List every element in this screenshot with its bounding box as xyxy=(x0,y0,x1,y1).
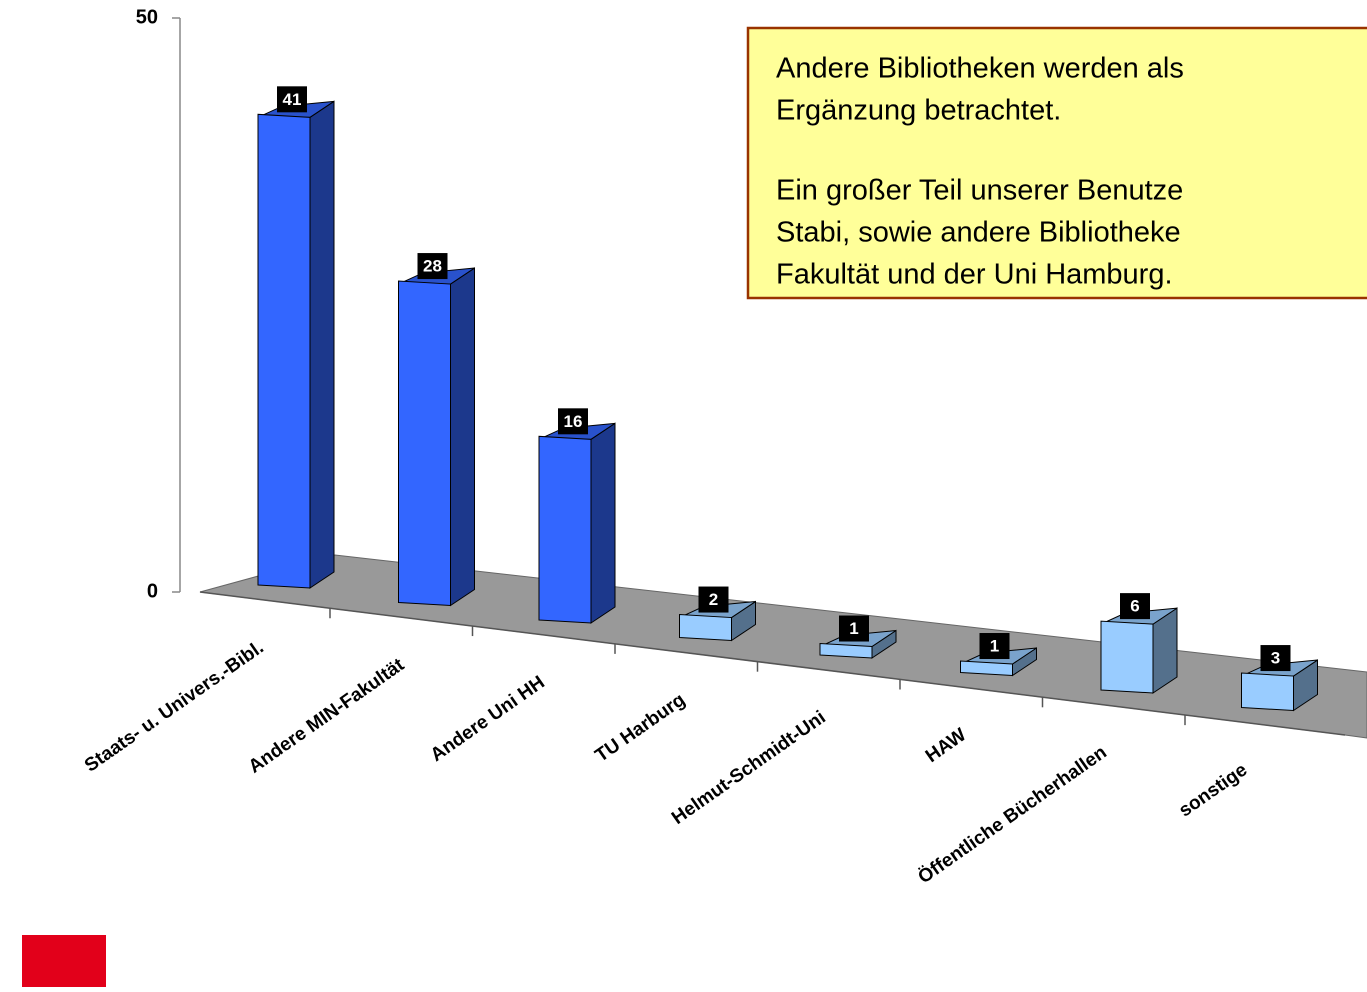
x-tick-label: TU Harburg xyxy=(592,690,690,767)
annotation-line: Ein großer Teil unserer Benutze xyxy=(776,175,1183,207)
bar-front xyxy=(960,660,1013,677)
value-label: 3 xyxy=(1271,649,1280,668)
value-label: 1 xyxy=(990,637,999,656)
value-label-bg xyxy=(558,408,588,435)
x-tick-label: Staats- u. Univers.-Bibl. xyxy=(81,637,268,777)
x-tick-label: Helmut-Schmidt-Uni xyxy=(668,707,830,829)
bar xyxy=(1241,659,1318,712)
value-label-bg xyxy=(979,633,1010,660)
value-label-bg xyxy=(1260,645,1291,672)
bar-front xyxy=(257,113,311,589)
bar-side xyxy=(309,100,335,589)
bar-side xyxy=(590,422,616,624)
value-label: 41 xyxy=(283,90,302,109)
annotation-line: Ergänzung betrachtet. xyxy=(776,95,1061,127)
value-label: 6 xyxy=(1130,597,1139,616)
value-label: 2 xyxy=(709,590,718,609)
bar xyxy=(257,100,335,589)
bar xyxy=(398,267,475,607)
y-tick-label: 0 xyxy=(147,580,158,602)
bar-front xyxy=(538,435,592,624)
value-label-bg xyxy=(417,253,448,280)
bar xyxy=(960,647,1037,677)
annotation-line: Fakultät und der Uni Hamburg. xyxy=(776,259,1173,291)
bar xyxy=(538,422,616,624)
value-label-bg xyxy=(1120,593,1150,620)
bar-front xyxy=(398,280,451,607)
value-label: 16 xyxy=(564,412,583,431)
x-tick-label: Öffentliche Bücherhallen xyxy=(914,742,1110,888)
annotation: Andere Bibliotheken werden als Ergänzung … xyxy=(746,26,1367,300)
value-label-bg xyxy=(698,586,729,613)
value-label-bg xyxy=(839,615,869,642)
bar-front xyxy=(819,642,873,659)
bar-front xyxy=(679,614,732,642)
bar xyxy=(679,600,756,642)
logo xyxy=(22,935,106,987)
bar xyxy=(1100,607,1178,694)
floor xyxy=(199,554,1367,739)
value-label: 1 xyxy=(849,619,858,638)
x-tick-label: Andere MIN-Fakultät xyxy=(245,654,409,778)
x-tick-label: sonstige xyxy=(1175,760,1251,822)
y-tick-label: 50 xyxy=(136,6,158,28)
annotation-line: Stabi, sowie andere Bibliotheke xyxy=(776,217,1181,249)
value-label: 28 xyxy=(423,257,442,276)
bar-side xyxy=(450,267,475,607)
annotation-line: Andere Bibliotheken werden als xyxy=(776,53,1184,85)
x-axis xyxy=(199,591,1346,736)
bar-front xyxy=(1241,672,1294,712)
value-label-bg xyxy=(277,86,307,113)
x-tick-label: HAW xyxy=(922,724,970,767)
x-tick-label: Andere Uni HH xyxy=(427,672,549,766)
bar-front xyxy=(1100,620,1154,694)
